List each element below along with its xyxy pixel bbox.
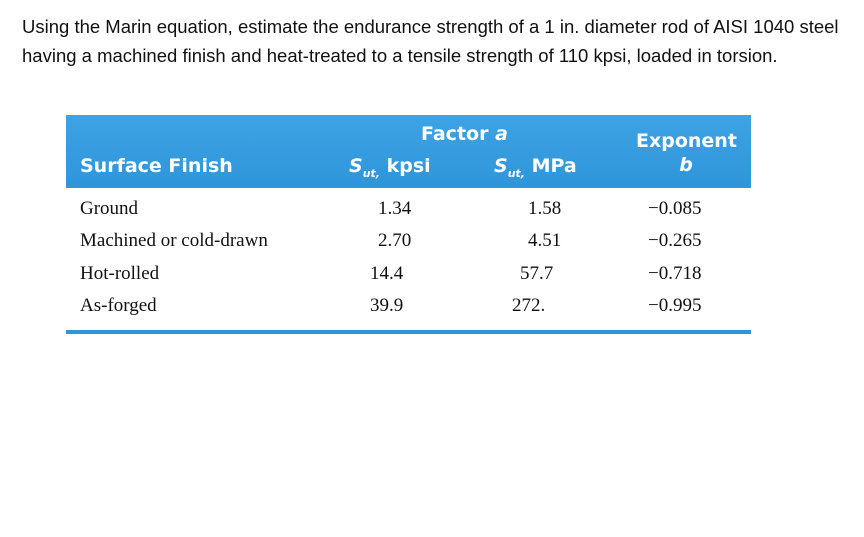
group-symbol: a <box>495 123 508 145</box>
symbol: S <box>494 155 508 177</box>
subscript: ut, <box>362 166 380 180</box>
cell: 14.4 <box>370 263 404 284</box>
column-header: Sut, MPa <box>494 155 577 180</box>
cell: 57.7 <box>520 263 554 284</box>
column-header: Exponent b <box>636 129 737 177</box>
row-label: Ground <box>80 198 139 219</box>
cell: −0.085 <box>648 198 702 219</box>
cell: 1.34 <box>378 198 412 219</box>
cell: −0.718 <box>648 263 702 284</box>
cell: 4.51 <box>528 230 562 251</box>
cell: 39.9 <box>370 295 404 316</box>
question: Using the Marin equation, estimate the e… <box>22 16 839 66</box>
label: Exponent <box>636 130 737 152</box>
symbol: S <box>349 155 363 177</box>
symbol: b <box>679 154 693 176</box>
column-header: Sut, kpsi <box>349 155 431 180</box>
unit: MPa <box>531 155 577 177</box>
cell: −0.265 <box>648 230 702 251</box>
row-label: As-forged <box>80 295 157 316</box>
subscript: ut, <box>507 166 525 180</box>
table-rule <box>66 330 751 334</box>
unit: kpsi <box>386 155 431 177</box>
cell: −0.995 <box>648 295 702 316</box>
cell: 2.70 <box>378 230 412 251</box>
group-label: Factor <box>421 123 489 145</box>
table-header: Factor a Surface Finish Sut, kpsi Sut, M… <box>66 115 751 188</box>
cell: 1.58 <box>528 198 562 219</box>
row-label: Hot-rolled <box>80 263 160 284</box>
row-label: Machined or cold-drawn <box>80 230 268 251</box>
column-header: Surface Finish <box>80 155 233 177</box>
group-header: Factor a <box>421 123 508 145</box>
cell: 272. <box>512 295 546 316</box>
